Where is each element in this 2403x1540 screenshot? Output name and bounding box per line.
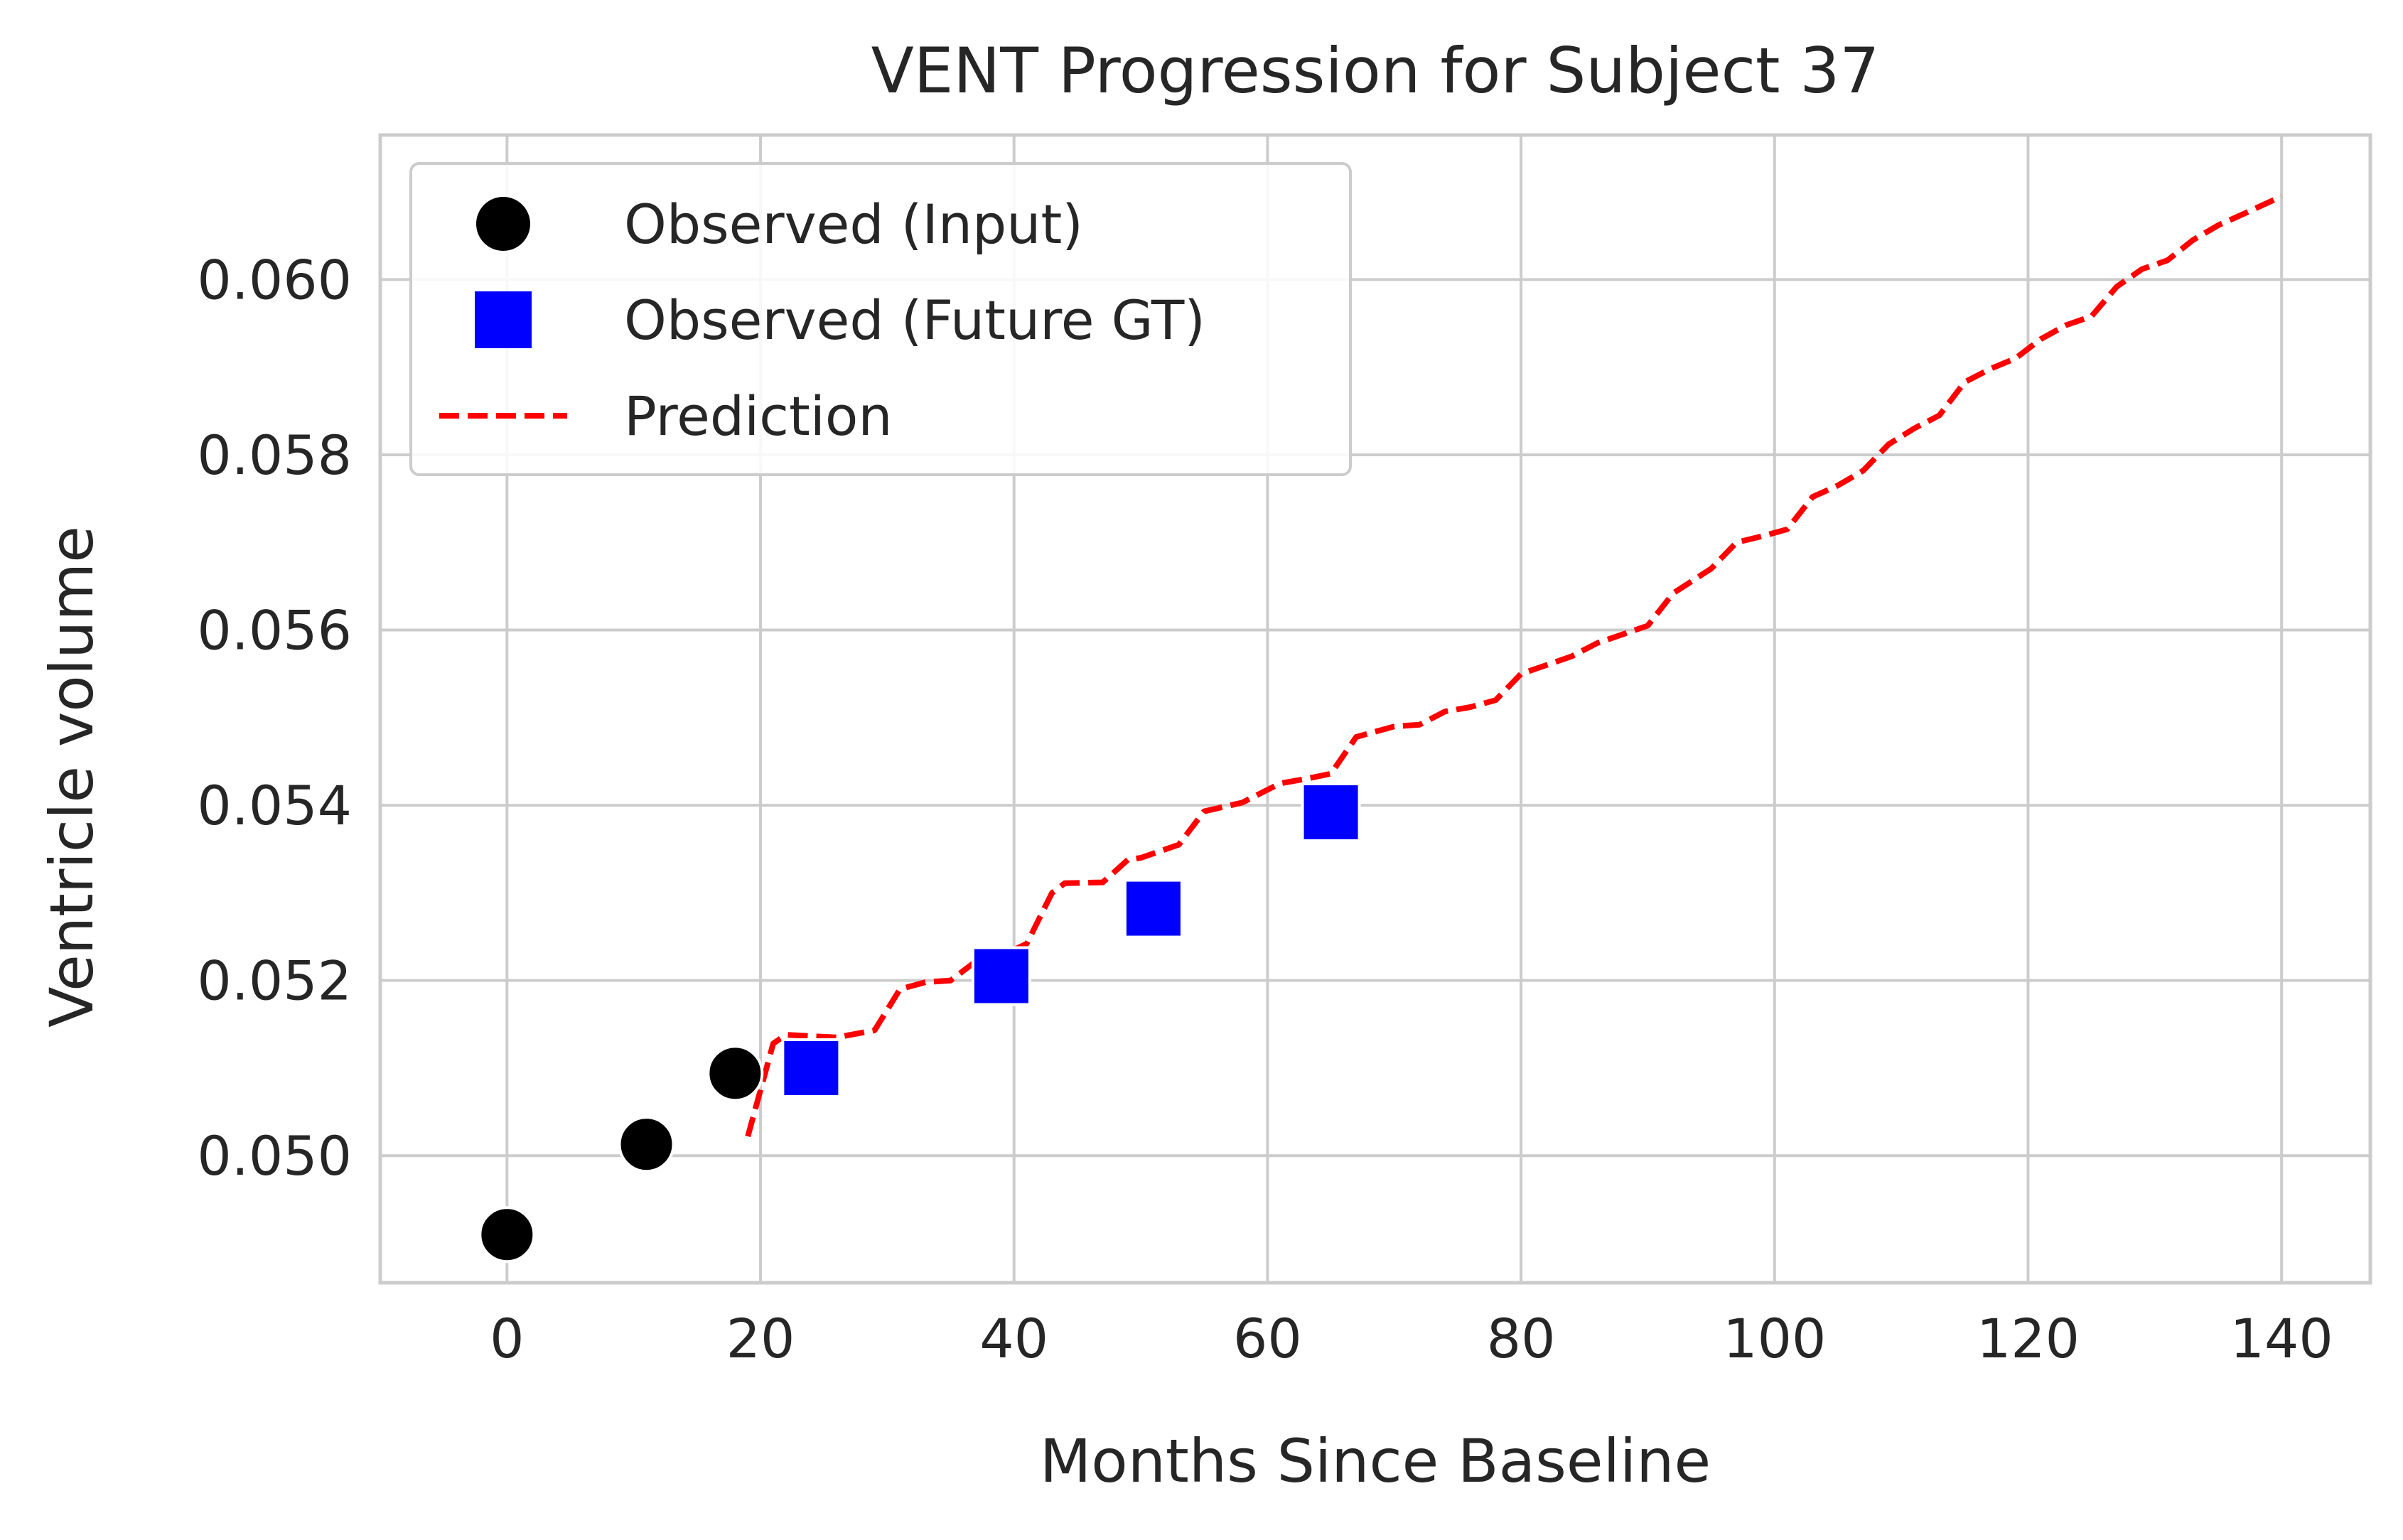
y-axis-label: Ventricle volume [37, 526, 107, 1028]
legend-label: Observed (Future GT) [624, 289, 1205, 352]
observed-input-point [706, 1045, 764, 1102]
x-tick-label: 60 [1233, 1307, 1302, 1370]
observed-future-point [1301, 782, 1361, 842]
y-tick-label: 0.056 [197, 599, 352, 662]
y-tick-label: 0.058 [197, 424, 352, 487]
tick-labels: 0 20 40 60 80 100 120 140 0.050 0.052 0.054 0.056 0.… [197, 248, 2333, 1370]
legend-label: Observed (Input) [624, 193, 1083, 256]
prediction-line [745, 193, 2283, 1138]
x-tick-label: 140 [2230, 1307, 2333, 1370]
observed-input-point [618, 1116, 675, 1173]
x-tick-label: 120 [1977, 1307, 2080, 1370]
plot-frame [378, 133, 2372, 1285]
observed-future-point [1123, 878, 1183, 939]
observed-input-point [478, 1206, 536, 1264]
y-tick-label: 0.060 [197, 248, 352, 311]
x-tick-label: 20 [726, 1307, 795, 1370]
y-tick-label: 0.054 [197, 774, 352, 837]
x-tick-label: 80 [1487, 1307, 1556, 1370]
legend-box [409, 162, 1352, 476]
x-axis-label: Months Since Baseline [1040, 1426, 1711, 1496]
series-layer [478, 193, 2283, 1264]
legend: Observed (Input) Observed (Future GT) Pred… [409, 162, 1352, 476]
chart-title: VENT Progression for Subject 37 [871, 34, 1880, 107]
observed-future-point [971, 946, 1031, 1006]
legend-input-swatch [476, 197, 530, 251]
y-tick-label: 0.050 [197, 1124, 352, 1188]
legend-label: Prediction [624, 384, 893, 448]
x-tick-label: 100 [1723, 1307, 1826, 1370]
x-tick-label: 40 [979, 1307, 1048, 1370]
observed-future-point [781, 1038, 842, 1098]
legend-future-swatch [475, 291, 532, 348]
x-tick-label: 0 [490, 1307, 524, 1370]
y-tick-label: 0.052 [197, 949, 352, 1013]
